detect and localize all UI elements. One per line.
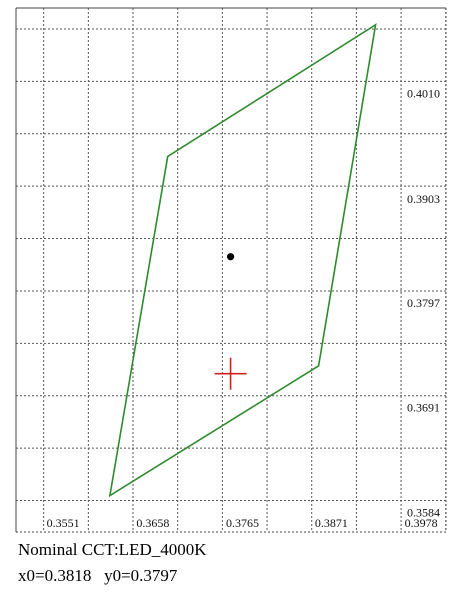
y-tick-label: 0.4010 [407,87,440,101]
center-coordinates-label: x0=0.3818 y0=0.3797 [18,566,178,585]
x-tick-label: 0.3871 [315,516,348,530]
x-tick-label: 0.3551 [47,516,80,530]
chromaticity-plot: 0.3551 0.3658 0.3765 0.3871 0.3978 0.4010 0.39… [15,7,447,533]
y-tick-label: 0.3584 [407,506,440,520]
y-tick-label: 0.3903 [407,192,440,206]
x-tick-label: 0.3658 [136,516,169,530]
y-tick-label: 0.3691 [407,400,440,414]
x-tick-label: 0.3978 [405,516,438,530]
tick-labels: 0.3551 0.3658 0.3765 0.3871 0.3978 0.4010 0.39… [47,87,440,530]
nominal-cct-label: Nominal CCT:LED_4000K [18,540,207,559]
x-tick-label: 0.3765 [226,516,259,530]
tolerance-quadrilateral [108,23,377,498]
center-point [226,253,235,261]
y-tick-label: 0.3797 [407,296,440,310]
target-cross-marker [214,357,247,390]
grid [15,7,447,533]
